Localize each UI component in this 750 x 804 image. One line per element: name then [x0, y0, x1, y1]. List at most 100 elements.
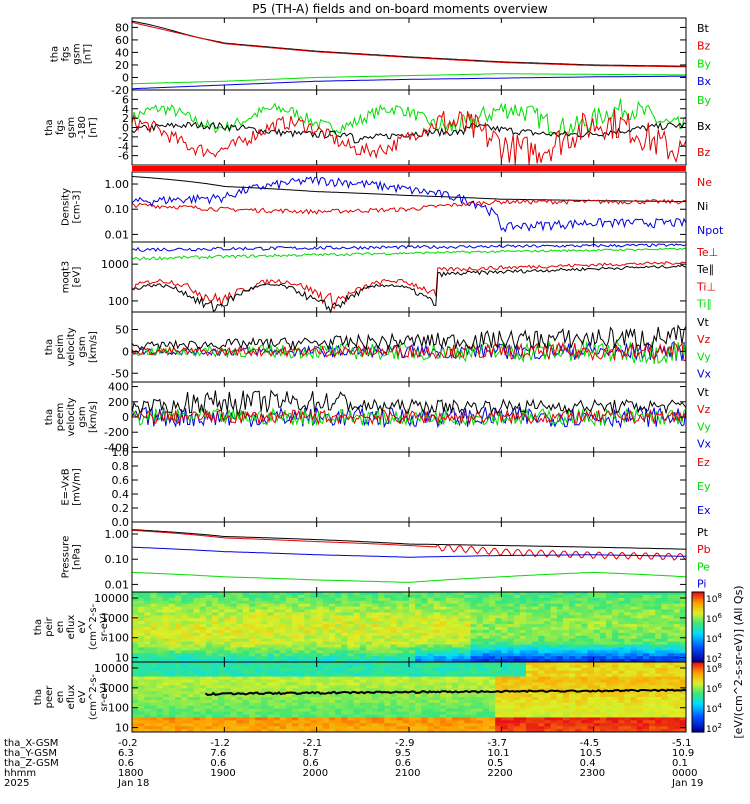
- spectro-cell: [359, 688, 367, 692]
- spectro-cell: [624, 594, 632, 599]
- spectro-cell: [507, 673, 515, 678]
- spectro-cell: [433, 711, 441, 715]
- spectro-cell: [212, 641, 219, 645]
- spectro-cell: [452, 594, 459, 599]
- spectro-cell: [439, 638, 447, 643]
- spectro-cell: [248, 664, 256, 669]
- spectro-cell: [599, 688, 607, 692]
- colorbar-cell: [692, 728, 704, 731]
- spectro-cell: [409, 723, 416, 727]
- x-row-label: hhmm: [4, 768, 36, 779]
- spectro-cell: [156, 629, 164, 634]
- spectro-cell: [482, 656, 490, 660]
- spectro-cell: [273, 676, 281, 680]
- spectro-cell: [353, 717, 361, 721]
- spectro-cell: [162, 688, 170, 692]
- spectro-cell: [384, 670, 392, 675]
- spectro-cell: [519, 612, 527, 616]
- spectro-cell: [427, 670, 435, 675]
- spectro-cell: [501, 621, 508, 625]
- y-tick-label: -200: [104, 426, 129, 439]
- spectro-cell: [236, 697, 244, 701]
- y-tick-label: -4: [118, 140, 129, 153]
- colorbar-cell: [692, 695, 704, 698]
- spectro-cell: [452, 618, 459, 622]
- spectro-cell: [187, 705, 195, 710]
- spectro-cell: [636, 621, 644, 625]
- spectro-cell: [532, 711, 539, 715]
- spectro-cell: [673, 653, 681, 657]
- spectro-cell: [593, 670, 601, 675]
- spectro-cell: [335, 679, 342, 683]
- spectro-cell: [396, 612, 404, 616]
- spectro-cell: [181, 627, 188, 631]
- spectro-cell: [310, 635, 318, 640]
- spectro-cell: [538, 670, 545, 675]
- spectro-cell: [495, 726, 502, 730]
- spectro-cell: [168, 691, 176, 695]
- spectro-cell: [310, 632, 318, 637]
- spectro-cell: [605, 632, 613, 637]
- spectro-cell: [187, 662, 195, 666]
- spectro-cell: [581, 670, 589, 675]
- spectro-cell: [335, 597, 342, 602]
- spectro-cell: [224, 597, 231, 602]
- spectro-cell: [156, 653, 164, 657]
- spectro-cell: [402, 720, 410, 724]
- spectro-cell: [464, 627, 472, 631]
- spectro-cell: [679, 647, 687, 651]
- spectro-cell: [292, 694, 299, 698]
- spectro-cell: [452, 673, 459, 678]
- spectro-cell: [150, 688, 158, 692]
- spectro-cell: [612, 711, 619, 715]
- spectro-cell: [519, 664, 527, 669]
- spectro-cell: [495, 635, 502, 640]
- spectro-cell: [667, 632, 675, 637]
- spectro-cell: [661, 638, 669, 643]
- spectro-cell: [532, 664, 539, 669]
- spectro-cell: [175, 597, 182, 602]
- spectro-cell: [396, 682, 404, 686]
- y-axis-label: peer: [44, 685, 55, 709]
- spectro-cell: [138, 606, 145, 610]
- spectro-cell: [150, 720, 158, 724]
- spectro-cell: [550, 597, 558, 602]
- spectro-cell: [581, 609, 589, 613]
- spectro-cell: [193, 659, 201, 663]
- spectro-cell: [624, 720, 632, 724]
- spectro-cell: [248, 726, 256, 730]
- colorbar-cell: [692, 609, 704, 612]
- spectro-cell: [279, 592, 287, 596]
- spectro-cell: [507, 621, 515, 625]
- spectro-cell: [421, 726, 428, 730]
- spectro-cell: [365, 635, 373, 640]
- spectro-cell: [298, 606, 305, 610]
- spectro-cell: [335, 632, 342, 637]
- spectro-cell: [495, 723, 502, 727]
- spectro-cell: [476, 650, 484, 654]
- y-tick-label: 0.01: [105, 578, 130, 591]
- spectro-cell: [544, 600, 552, 605]
- spectro-cell: [562, 708, 570, 713]
- spectro-cell: [365, 670, 373, 675]
- spectro-cell: [248, 653, 256, 657]
- spectro-cell: [612, 635, 619, 640]
- spectro-cell: [452, 644, 459, 648]
- spectro-cell: [532, 592, 539, 596]
- spectro-cell: [236, 729, 244, 733]
- spectro-cell: [310, 641, 318, 645]
- spectro-cell: [649, 726, 656, 730]
- spectro-cell: [427, 644, 435, 648]
- spectro-cell: [421, 659, 428, 663]
- spectro-cell: [495, 694, 502, 698]
- spectro-cell: [673, 717, 681, 721]
- spectro-cell: [402, 676, 410, 680]
- spectro-cell: [642, 635, 650, 640]
- spectro-cell: [168, 679, 176, 683]
- spectro-cell: [402, 688, 410, 692]
- spectro-cell: [445, 705, 453, 710]
- spectro-cell: [224, 638, 231, 643]
- spectro-cell: [464, 644, 472, 648]
- spectro-cell: [292, 673, 299, 678]
